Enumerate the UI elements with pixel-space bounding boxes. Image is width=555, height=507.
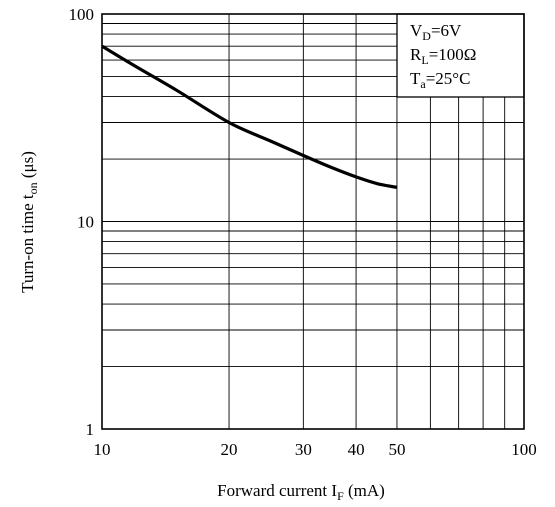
x-tick-label: 100 [511, 440, 537, 459]
condition-symbol: T [410, 69, 421, 88]
condition-subscript: D [422, 29, 431, 43]
plot-frame [101, 13, 525, 430]
x-tick-labels: 10 20 30 40 50 100 [94, 440, 537, 459]
y-axis-label-unit: (μs) [18, 151, 37, 182]
condition-line: Ta=25°C [410, 69, 470, 91]
condition-subscript: a [420, 77, 426, 91]
turn-on-time-curve [101, 44, 398, 189]
condition-symbol: V [410, 21, 423, 40]
x-axis-label-unit: (mA) [344, 481, 385, 500]
x-axis-label: Forward current IF (mA) [217, 481, 385, 503]
x-tick-label: 10 [94, 440, 111, 459]
y-axis-label: Turn-on time ton (μs) [18, 151, 40, 293]
y-axis-label-subscript: on [26, 182, 40, 194]
condition-value: =100Ω [429, 45, 477, 64]
x-axis-label-subscript: F [337, 489, 344, 503]
condition-line: RL=100Ω [410, 45, 476, 67]
x-tick-label: 20 [221, 440, 238, 459]
condition-value: =6V [431, 21, 462, 40]
condition-line: VD=6V [410, 21, 462, 43]
y-tick-label: 10 [77, 213, 94, 232]
condition-value: =25°C [426, 69, 471, 88]
series-group [101, 44, 398, 189]
condition-symbol: R [410, 45, 422, 64]
y-tick-labels: 1 10 100 [69, 5, 95, 439]
condition-subscript: L [421, 53, 428, 67]
x-tick-label: 30 [295, 440, 312, 459]
y-tick-label: 100 [69, 5, 95, 24]
x-tick-label: 50 [388, 440, 405, 459]
x-tick-label: 40 [348, 440, 365, 459]
y-tick-label: 1 [86, 420, 95, 439]
